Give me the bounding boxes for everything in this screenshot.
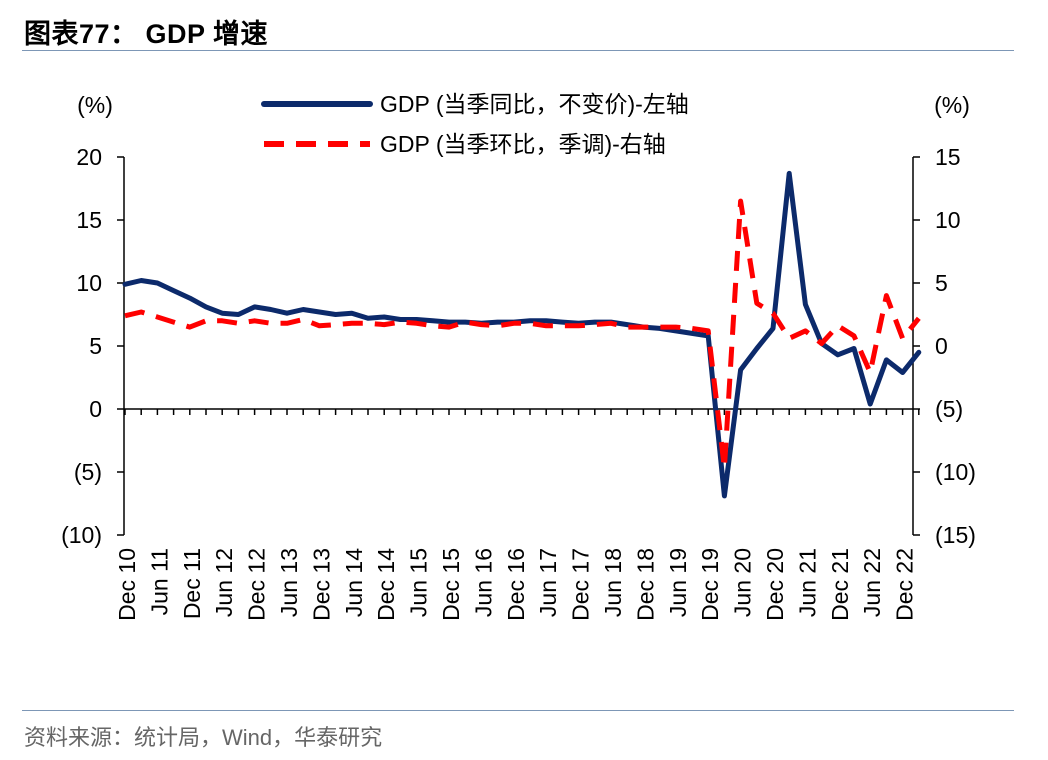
left-tick-label: 0 xyxy=(89,396,102,422)
source-note: 资料来源：统计局，Wind，华泰研究 xyxy=(24,725,383,750)
gdp-growth-chart: (%) (%) 20 15 10 5 0 (5) (10) 15 10 5 0 (5) (10) (15) De… xyxy=(61,91,976,621)
legend-label-qoq: GDP (当季环比，季调)-右轴 xyxy=(380,131,666,157)
series-line-gdp-qoq xyxy=(124,198,921,471)
x-tick-label: Dec 10 xyxy=(114,548,140,621)
x-tick-label: Jun 20 xyxy=(730,548,756,617)
x-tick-label: Jun 19 xyxy=(665,548,691,617)
x-tick-label: Dec 20 xyxy=(762,548,788,621)
x-tick-label: Dec 13 xyxy=(308,548,334,621)
left-tick-label: (10) xyxy=(61,522,102,548)
series-line-gdp-yoy xyxy=(122,170,922,499)
right-tick-label: (15) xyxy=(935,522,976,548)
x-tick-label: Jun 14 xyxy=(341,548,367,617)
right-tick-label: (10) xyxy=(935,459,976,485)
x-tick-label: Dec 15 xyxy=(438,548,464,621)
x-tick-label: Jun 21 xyxy=(794,548,820,617)
x-tick-label: Jun 22 xyxy=(859,548,885,617)
right-tick-label: 15 xyxy=(935,144,961,170)
x-tick-label: Jun 12 xyxy=(211,548,237,617)
footer-divider xyxy=(22,710,1014,711)
right-tick-label: 10 xyxy=(935,207,961,233)
legend: GDP (当季同比，不变价)-左轴 GDP (当季环比，季调)-右轴 xyxy=(261,91,689,157)
right-tick-label: 0 xyxy=(935,333,948,359)
x-tick-label: Dec 19 xyxy=(697,548,723,621)
right-tick-label: (5) xyxy=(935,396,963,422)
left-tick-label: (5) xyxy=(74,459,102,485)
left-unit-label: (%) xyxy=(77,92,113,118)
x-tick-label: Jun 17 xyxy=(535,548,561,617)
series-lines xyxy=(122,170,922,499)
axes: (%) (%) 20 15 10 5 0 (5) (10) 15 10 5 0 (5) (10) (15) De… xyxy=(61,92,976,621)
x-tick-label: Dec 18 xyxy=(632,548,658,621)
left-tick-label: 20 xyxy=(76,144,102,170)
x-tick-label: Dec 11 xyxy=(179,548,205,619)
x-tick-label: Dec 16 xyxy=(503,548,529,621)
x-tick-label: Jun 15 xyxy=(406,548,432,617)
left-tick-label: 5 xyxy=(89,333,102,359)
page-title: 图表77： GDP 增速 xyxy=(24,19,269,49)
right-unit-label: (%) xyxy=(934,92,970,118)
x-tick-label: Jun 11 xyxy=(146,548,172,615)
legend-label-yoy: GDP (当季同比，不变价)-左轴 xyxy=(380,91,689,117)
x-tick-label: Dec 21 xyxy=(827,548,853,621)
title-divider xyxy=(22,50,1014,51)
right-tick-label: 5 xyxy=(935,270,948,296)
x-tick-label: Jun 16 xyxy=(470,548,496,617)
x-tick-label: Dec 22 xyxy=(892,548,918,621)
x-tick-label: Jun 18 xyxy=(600,548,626,617)
x-tick-label: Jun 13 xyxy=(276,548,302,617)
left-tick-label: 10 xyxy=(76,270,102,296)
x-tick-label: Dec 12 xyxy=(244,548,270,621)
x-tick-label: Dec 17 xyxy=(568,548,594,621)
left-tick-label: 15 xyxy=(76,207,102,233)
x-tick-label: Dec 14 xyxy=(373,548,399,621)
